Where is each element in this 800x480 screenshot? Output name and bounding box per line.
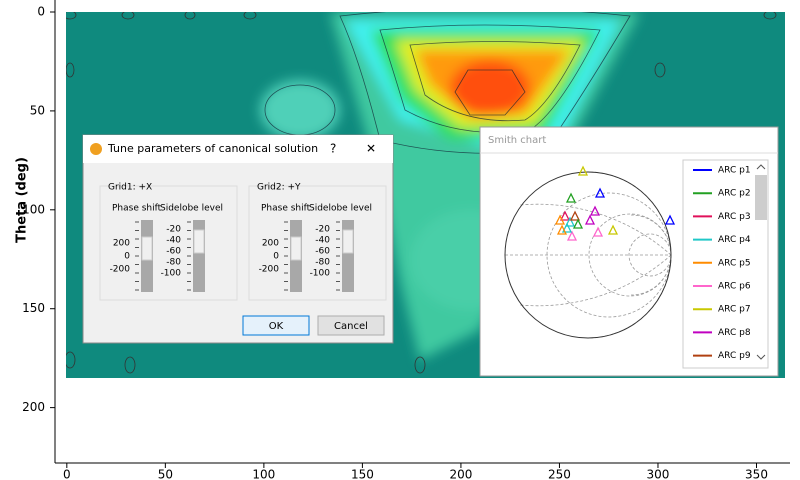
scale-label: 200: [113, 239, 130, 249]
legend-label: ARC p7: [718, 305, 751, 315]
scale-label: -20: [315, 225, 330, 235]
legend: ARC p1 ARC p2 ARC p3 ARC p4 ARC p5 ARC p6 ARC …: [693, 166, 751, 361]
ok-label: OK: [269, 321, 284, 332]
smith-markers: [554, 165, 676, 241]
phase-slider-thumb[interactable]: [290, 236, 302, 261]
x-tick-label: 100: [252, 468, 275, 480]
sidelobe-slider-thumb[interactable]: [342, 229, 354, 254]
sidelobe-slider-thumb[interactable]: [193, 229, 205, 254]
scroll-up[interactable]: [756, 164, 766, 170]
legend-label: ARC p5: [718, 258, 751, 268]
close-button[interactable]: ✕: [366, 142, 376, 156]
group-box: [248, 185, 387, 301]
x-tick-label: 300: [647, 468, 670, 480]
scale-label: -20: [166, 225, 181, 235]
scale-label: -40: [166, 236, 181, 246]
group-title: Grid2: +Y: [257, 183, 301, 193]
dialog-icon: [90, 143, 102, 155]
y-tick-label: 50: [30, 103, 45, 117]
smith-title: Smith chart: [488, 135, 546, 146]
scroll-down[interactable]: [756, 354, 766, 360]
scale-label: -100: [310, 269, 331, 279]
scale-label: -200: [110, 265, 131, 275]
dialog: Tune parameters of canonical solution ? …: [82, 134, 394, 344]
x-tick-label: 50: [158, 468, 173, 480]
sidelobe-label: Sidelobe level: [309, 204, 372, 214]
dialog-title: Tune parameters of canonical solution: [107, 142, 318, 155]
x-tick-label: 250: [548, 468, 571, 480]
ok-button[interactable]: [242, 315, 310, 336]
scale-label: -80: [315, 258, 330, 268]
y-tick-label: 100: [22, 202, 45, 216]
scale-label: -60: [166, 247, 181, 257]
cancel-button[interactable]: [317, 315, 385, 336]
axes: 0 50 100 150 200 250 300 350 0 50 100 150 200: [22, 5, 768, 480]
sidelobe-label: Sidelobe level: [160, 204, 223, 214]
legend-label: ARC p6: [718, 282, 751, 292]
scale-label: 200: [262, 239, 279, 249]
scale-label: -60: [315, 247, 330, 257]
x-tick-label: 200: [449, 468, 472, 480]
x-tick-label: 150: [351, 468, 374, 480]
scale-label: -200: [259, 265, 280, 275]
group-box: [99, 185, 238, 301]
help-button[interactable]: ?: [330, 142, 336, 156]
scale-label: -100: [161, 269, 182, 279]
scale-label: -80: [166, 258, 181, 268]
group-title: Grid1: +X: [108, 183, 152, 193]
legend-label: ARC p1: [718, 166, 751, 176]
scale-label: 0: [273, 252, 279, 262]
phase-slider-thumb[interactable]: [141, 236, 153, 261]
y-tick-label: 200: [22, 400, 45, 414]
cancel-label: Cancel: [334, 321, 368, 332]
smith-outline: [504, 171, 672, 339]
legend-label: ARC p8: [718, 328, 751, 338]
legend-label: ARC p9: [718, 351, 751, 361]
scale-label: 0: [124, 252, 130, 262]
legend-label: ARC p3: [718, 212, 751, 222]
phase-label: Phase shift: [112, 204, 162, 214]
y-tick-label: 150: [22, 301, 45, 315]
legend-label: ARC p2: [718, 189, 751, 199]
phase-label: Phase shift: [261, 204, 311, 214]
x-tick-label: 0: [63, 468, 71, 480]
x-tick-label: 350: [745, 468, 768, 480]
y-axis-label: Theta (deg): [15, 157, 30, 243]
scrollbar-thumb[interactable]: [755, 175, 767, 220]
y-tick-label: 0: [37, 5, 45, 19]
scale-label: -40: [315, 236, 330, 246]
legend-label: ARC p4: [718, 235, 751, 245]
